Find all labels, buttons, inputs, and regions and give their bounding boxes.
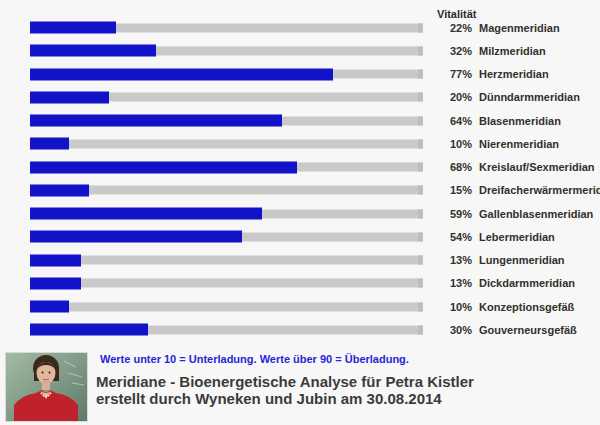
bar-value: 10% bbox=[420, 301, 472, 313]
report-title-line1: Meridiane - Bioenergetische Analyse für … bbox=[96, 374, 474, 391]
bar-label: Lebermeridian bbox=[479, 231, 555, 243]
bar-label: Dünndarmmeridian bbox=[479, 91, 580, 103]
bar-fill bbox=[30, 301, 69, 313]
bar-value: 22% bbox=[420, 22, 472, 34]
bar-value: 77% bbox=[420, 68, 472, 80]
meridian-row: 10% Nierenmeridian bbox=[0, 132, 600, 155]
bar-value: 59% bbox=[420, 208, 472, 220]
bar-fill bbox=[30, 161, 297, 173]
meridian-row: 32% Milzmeridian bbox=[0, 39, 600, 62]
bar-track bbox=[30, 256, 423, 265]
bar-label: Gouverneursgefäß bbox=[479, 324, 577, 336]
bar-track bbox=[30, 139, 423, 148]
bar-label: Milzmeridian bbox=[479, 45, 546, 57]
bar-label: Magenmeridian bbox=[479, 22, 560, 34]
bar-track bbox=[30, 163, 423, 172]
meridian-row: 54% Lebermeridian bbox=[0, 225, 600, 248]
meridian-row: 15% Dreifacherwärmermeridian bbox=[0, 179, 600, 202]
bar-track bbox=[30, 302, 423, 311]
bar-track bbox=[30, 93, 423, 102]
report-title: Meridiane - Bioenergetische Analyse für … bbox=[96, 374, 474, 407]
bar-label: Kreislauf/Sexmeridian bbox=[479, 161, 595, 173]
bar-fill bbox=[30, 138, 69, 150]
meridian-row: 13% Lungenmeridian bbox=[0, 249, 600, 272]
bar-label: Dreifacherwärmermeridian bbox=[479, 184, 600, 196]
bar-value: 68% bbox=[420, 161, 472, 173]
bar-track bbox=[30, 46, 423, 55]
bar-fill bbox=[30, 277, 81, 289]
meridian-row: 20% Dünndarmmeridian bbox=[0, 86, 600, 109]
bar-fill bbox=[30, 68, 333, 80]
bar-value: 54% bbox=[420, 231, 472, 243]
meridian-row: 64% Blasenmeridian bbox=[0, 109, 600, 132]
bar-value: 32% bbox=[420, 45, 472, 57]
bar-track bbox=[30, 325, 423, 334]
bar-fill bbox=[30, 115, 282, 127]
meridian-row: 10% Konzeptionsgefäß bbox=[0, 295, 600, 318]
bar-track bbox=[30, 116, 423, 125]
bar-track bbox=[30, 279, 423, 288]
meridian-row: 59% Gallenblasenmeridian bbox=[0, 202, 600, 225]
meridian-row: 68% Kreislauf/Sexmeridian bbox=[0, 156, 600, 179]
meridian-row: 77% Herzmeridian bbox=[0, 63, 600, 86]
bar-value: 10% bbox=[420, 138, 472, 150]
bar-value: 20% bbox=[420, 91, 472, 103]
bar-track bbox=[30, 209, 423, 218]
meridian-report-page: Vitalität 22%Magenmeridian32%Milzmeridia… bbox=[0, 0, 600, 425]
bar-track bbox=[30, 232, 423, 241]
portrait-photo-image bbox=[6, 353, 87, 421]
bar-fill bbox=[30, 184, 89, 196]
bar-label: Lungenmeridian bbox=[479, 254, 565, 266]
bar-label: Gallenblasenmeridian bbox=[479, 208, 593, 220]
bar-track bbox=[30, 23, 423, 32]
bar-value: 13% bbox=[420, 254, 472, 266]
bar-label: Herzmeridian bbox=[479, 68, 549, 80]
bar-value: 13% bbox=[420, 277, 472, 289]
meridian-row: 13% Dickdarmmeridian bbox=[0, 272, 600, 295]
bar-label: Dickdarmmeridian bbox=[479, 277, 575, 289]
meridian-row: 30% Gouverneursgefäß bbox=[0, 318, 600, 341]
bar-track bbox=[30, 70, 423, 79]
meridian-row: 22% Magenmeridian bbox=[0, 16, 600, 39]
bar-value: 15% bbox=[420, 184, 472, 196]
bar-value: 30% bbox=[420, 324, 472, 336]
bar-value: 64% bbox=[420, 115, 472, 127]
bar-label: Konzeptionsgefäß bbox=[479, 301, 574, 313]
portrait-photo bbox=[5, 352, 88, 422]
bar-label: Nierenmeridian bbox=[479, 138, 559, 150]
value-legend-note: Werte unter 10 = Unterladung. Werte über… bbox=[100, 353, 409, 365]
bar-fill bbox=[30, 45, 156, 57]
bar-fill bbox=[30, 231, 242, 243]
bar-fill bbox=[30, 91, 109, 103]
bar-fill bbox=[30, 22, 116, 34]
bar-label: Blasenmeridian bbox=[479, 115, 561, 127]
bar-fill bbox=[30, 208, 262, 220]
bar-fill bbox=[30, 254, 81, 266]
bar-fill bbox=[30, 324, 148, 336]
report-title-line2: erstellt durch Wyneken und Jubin am 30.0… bbox=[96, 391, 474, 408]
bar-track bbox=[30, 186, 423, 195]
